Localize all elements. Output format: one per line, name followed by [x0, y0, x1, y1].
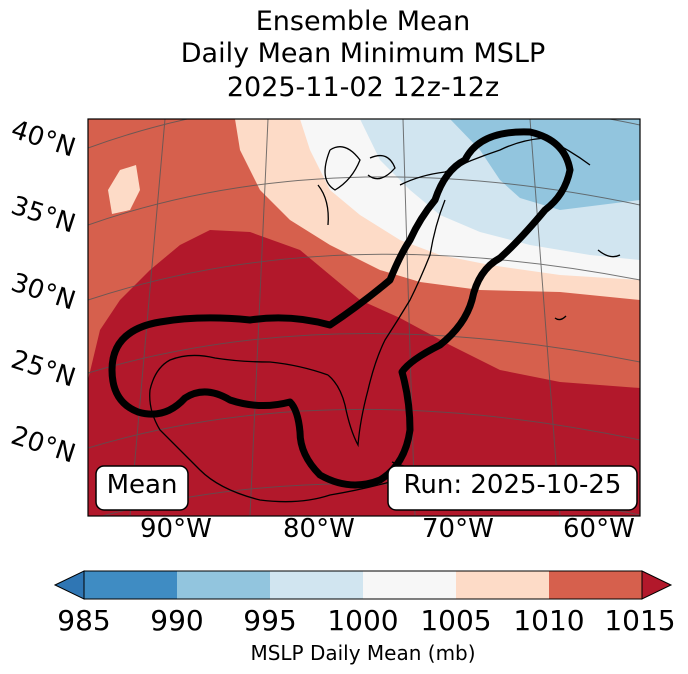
colorbar-bin-1010-1015	[549, 571, 642, 599]
colorbar-extend-low	[53, 570, 85, 600]
colorbar-tick-1000: 1000	[327, 604, 399, 637]
field-990	[450, 119, 640, 210]
colorbar-tick-1015: 1015	[604, 604, 676, 637]
map-frame	[87, 118, 641, 517]
mean-label: Mean	[106, 470, 178, 500]
colorbar-tick-1005: 1005	[420, 604, 492, 637]
colorbar-bin-995-1000	[270, 571, 363, 599]
mean-box-frame	[95, 465, 189, 511]
title-line-1: Ensemble Mean	[255, 6, 471, 37]
colorbar-extend-high	[641, 570, 673, 600]
colorbar-label: MSLP Daily Mean (mb)	[250, 641, 476, 665]
colorbar-bin-990-995	[177, 571, 270, 599]
colorbar-tick-995: 995	[243, 604, 297, 637]
lon-label-90w: 90°W	[140, 514, 212, 544]
pressure-contour	[108, 128, 574, 489]
colorbar-frame	[83, 570, 643, 600]
run-box-frame	[387, 465, 638, 511]
colorbar-tick-990: 990	[150, 604, 204, 637]
colorbar-tick-985: 985	[57, 604, 111, 637]
lon-label-60w: 60°W	[563, 514, 635, 544]
colorbar-bin-1005-1010	[456, 571, 549, 599]
colorbar-tick-1010: 1010	[513, 604, 585, 637]
title-line-2: Daily Mean Minimum MSLP	[180, 38, 546, 69]
lon-label-80w: 80°W	[283, 514, 355, 544]
title-line-3: 2025-11-02 12z-12z	[226, 72, 500, 103]
field-1015	[88, 230, 640, 516]
run-label: Run: 2025-10-25	[403, 470, 622, 500]
lon-label-70w: 70°W	[422, 514, 494, 544]
colorbar	[53, 570, 673, 600]
colorbar-bin-985-990	[84, 571, 177, 599]
colorbar-bin-1000-1005	[363, 571, 456, 599]
field-patch-1000	[108, 165, 140, 214]
